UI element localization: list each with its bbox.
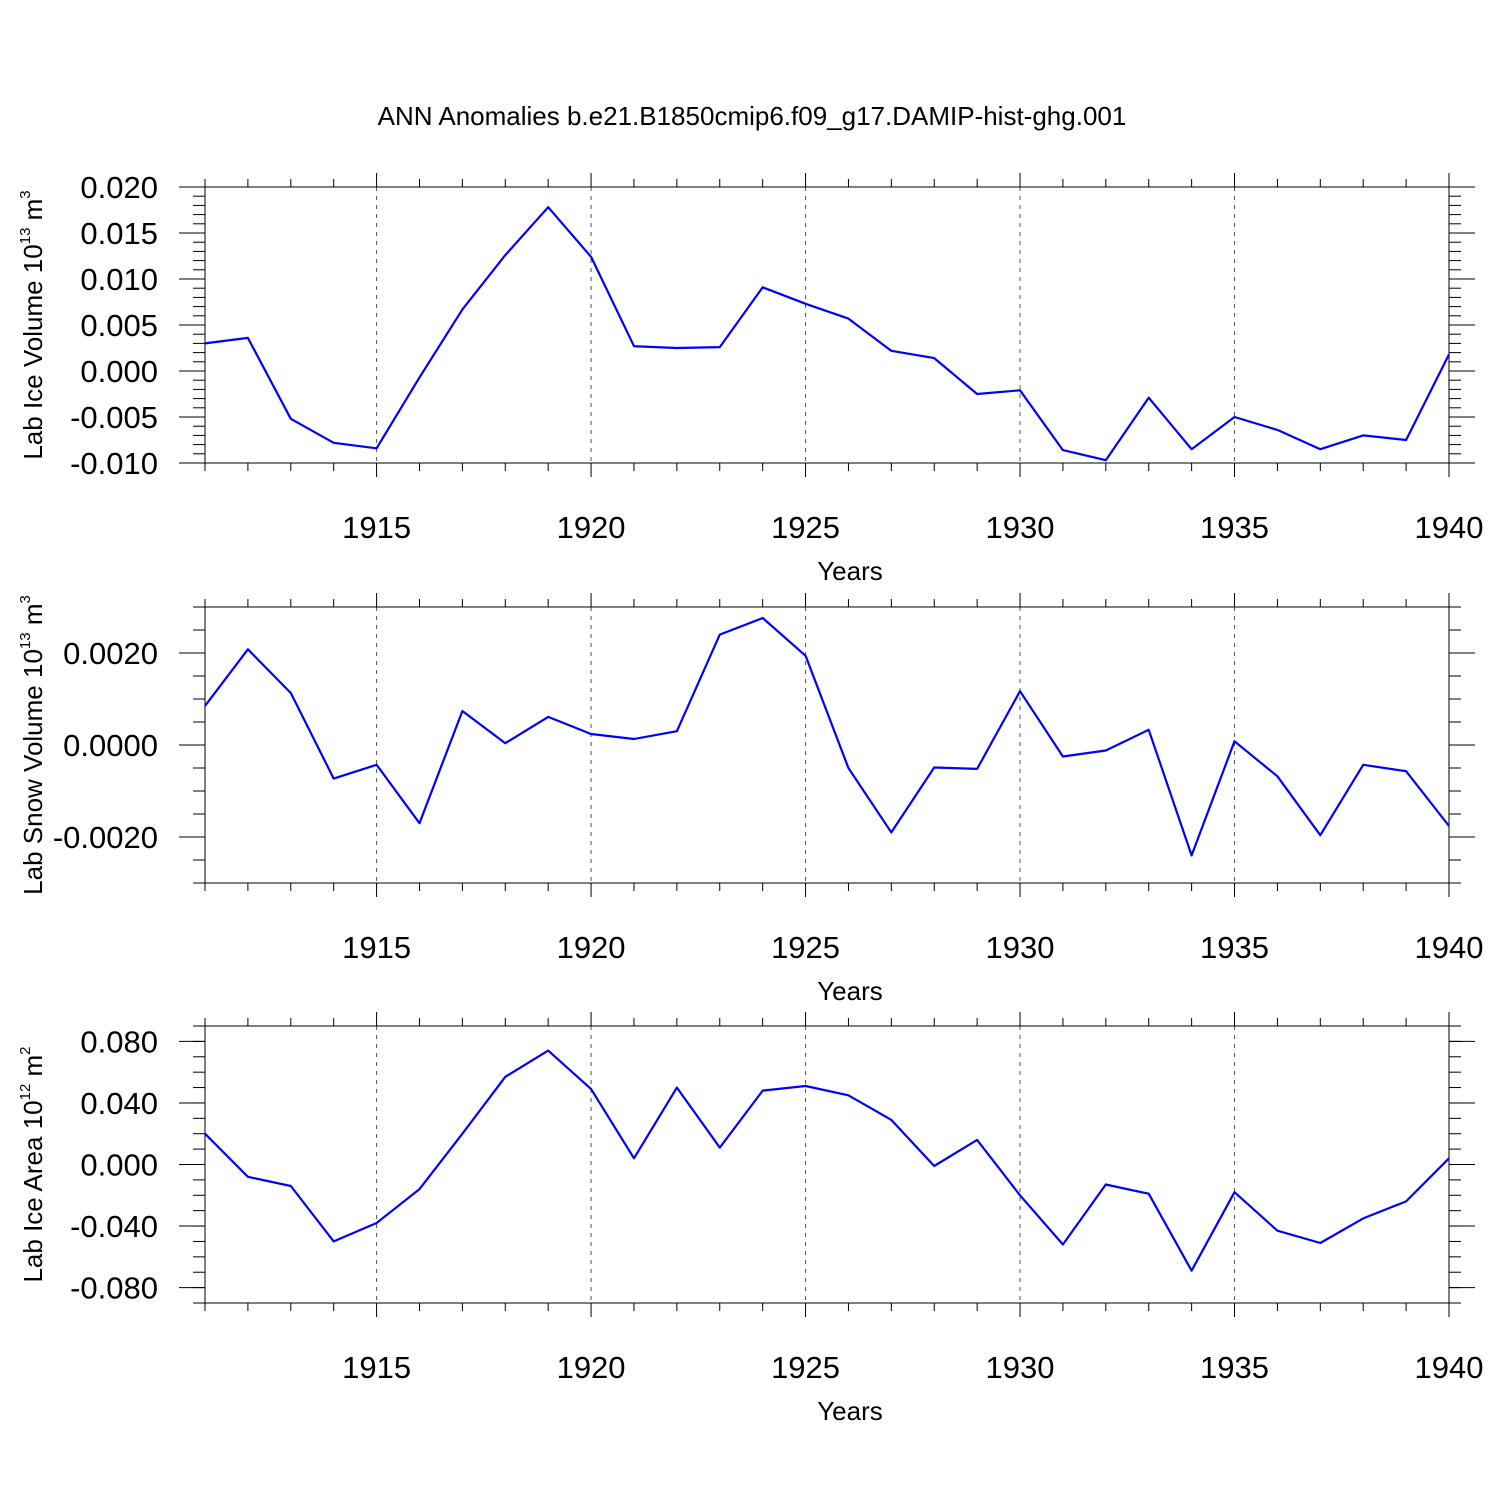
data-line <box>204 206 1450 462</box>
y-tick-label: -0.010 <box>70 446 158 481</box>
x-tick-label: 1920 <box>557 930 626 965</box>
y-tick-label: 0.080 <box>80 1024 158 1059</box>
panel-lab-ice-area: 1915 1920 1925 1930 1935 1940 -0.080 -0.040 0.00… <box>17 1012 1483 1426</box>
x-tick-label: 1920 <box>557 510 626 545</box>
x-tick-label: 1930 <box>986 510 1055 545</box>
x-tick-label: 1935 <box>1200 930 1269 965</box>
y-tick-label: -0.0020 <box>53 820 158 855</box>
y-axis-title: Lab Ice Area 1012 m2 <box>17 1046 48 1282</box>
y-tick-label: 0.040 <box>80 1086 158 1121</box>
x-tick-label: 1915 <box>342 1350 411 1385</box>
y-axis-title: Lab Snow Volume 1013 m3 <box>17 595 48 895</box>
x-tick-label: 1930 <box>986 1350 1055 1385</box>
x-tick-label: 1925 <box>771 510 840 545</box>
x-tick-label: 1925 <box>771 1350 840 1385</box>
x-tick-label: 1915 <box>342 930 411 965</box>
y-tick-label: 0.000 <box>80 354 158 389</box>
y-tick-label: 0.020 <box>80 170 158 205</box>
x-tick-label: 1935 <box>1200 510 1269 545</box>
x-axis-title: Years <box>817 556 883 586</box>
y-tick-label: 0.0020 <box>63 636 158 671</box>
data-line <box>204 1049 1450 1272</box>
data-line <box>204 616 1450 857</box>
y-axis-title: Lab Ice Volume 1013 m3 <box>17 190 48 459</box>
x-tick-label: 1940 <box>1415 930 1484 965</box>
x-tick-label: 1915 <box>342 510 411 545</box>
panel-lab-snow-volume: 1915 1920 1925 1930 1935 1940 -0.0020 0.0000 0.0… <box>17 593 1483 1006</box>
x-tick-label: 1935 <box>1200 1350 1269 1385</box>
x-axis-title: Years <box>817 976 883 1006</box>
y-tick-label: 0.010 <box>80 262 158 297</box>
y-tick-label: 0.005 <box>80 308 158 343</box>
x-tick-label: 1925 <box>771 930 840 965</box>
figure-title: ANN Anomalies b.e21.B1850cmip6.f09_g17.D… <box>378 101 1127 131</box>
y-tick-label: -0.080 <box>70 1271 158 1306</box>
y-tick-label: 0.015 <box>80 216 158 251</box>
y-tick-label: 0.0000 <box>63 728 158 763</box>
x-tick-label: 1920 <box>557 1350 626 1385</box>
y-tick-label: -0.005 <box>70 400 158 435</box>
panel-lab-ice-volume: 1915 1920 1925 1930 1935 1940 -0.010 -0.005 0.00… <box>17 170 1483 586</box>
x-tick-label: 1930 <box>986 930 1055 965</box>
y-tick-label: -0.040 <box>70 1209 158 1244</box>
y-tick-label: 0.000 <box>80 1148 158 1183</box>
x-axis-title: Years <box>817 1396 883 1426</box>
x-tick-label: 1940 <box>1415 1350 1484 1385</box>
x-tick-label: 1940 <box>1415 510 1484 545</box>
